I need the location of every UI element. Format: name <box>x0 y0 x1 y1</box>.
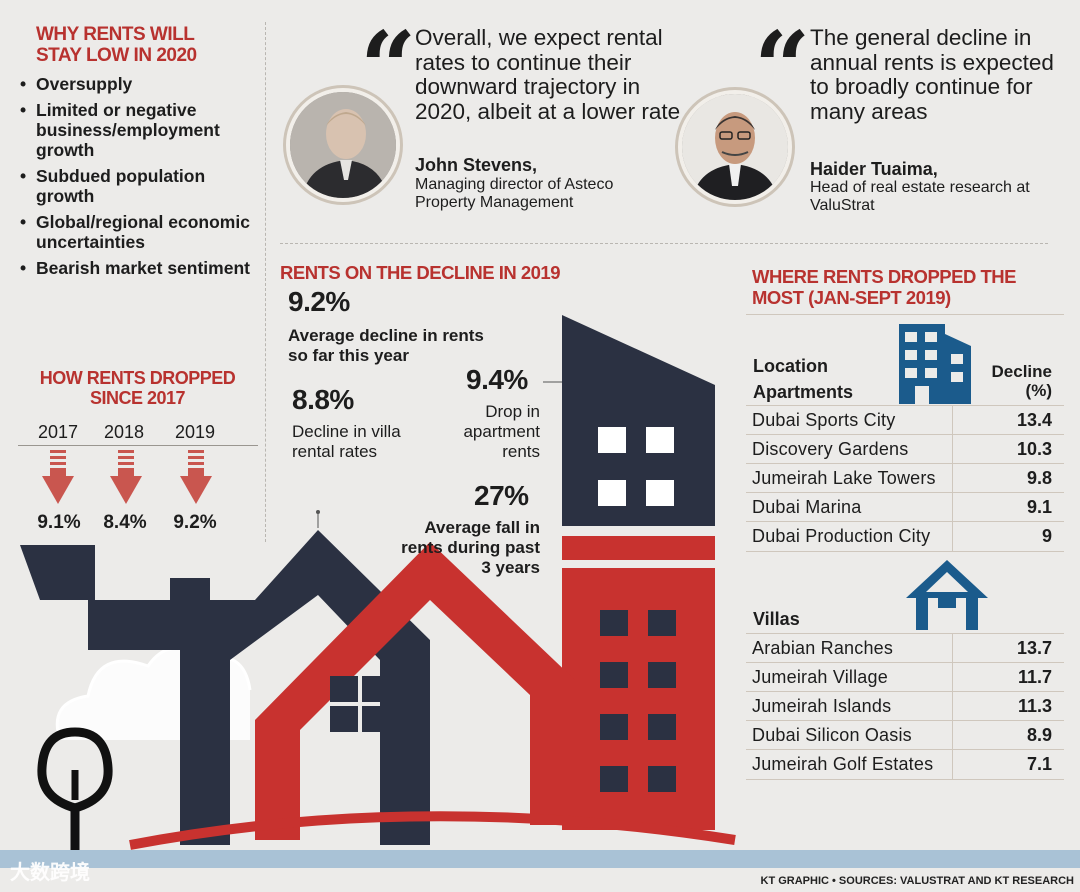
col-location-header: Location <box>753 356 828 376</box>
history-value: 9.1% <box>37 512 81 533</box>
reason-item: Bearish market sentiment <box>18 258 268 278</box>
down-arrow-icon <box>42 450 74 504</box>
row-location: Jumeirah Village <box>752 667 888 687</box>
history-year: 2019 <box>174 422 216 442</box>
table-row: Dubai Marina 9.1 <box>746 492 1064 522</box>
table-row: Discovery Gardens 10.3 <box>746 434 1064 464</box>
footer-band <box>0 850 1080 868</box>
table-row: Dubai Silicon Oasis 8.9 <box>746 720 1064 750</box>
stat-label: Average decline in rents so far this yea… <box>288 326 484 365</box>
row-decline: 13.4 <box>1016 410 1052 430</box>
row-location: Arabian Ranches <box>752 638 894 658</box>
haider-tuaima-portrait <box>678 90 792 204</box>
row-location: Dubai Silicon Oasis <box>752 725 912 745</box>
history-year: 2017 <box>37 422 79 442</box>
col-decline-header: Decline (%) <box>991 362 1052 400</box>
stat-value: 8.8% <box>292 384 354 415</box>
quote-mark-icon: “ <box>754 11 811 126</box>
why-rents-title: WHY RENTS WILL STAY LOW IN 2020 <box>36 24 197 66</box>
apartment-building-icon <box>899 324 971 404</box>
table-row: Jumeirah Lake Towers 9.8 <box>746 463 1064 493</box>
quote-text-stevens: Overall, we expect rental rates to conti… <box>415 25 681 124</box>
quote-role-stevens: Managing director of Asteco Property Man… <box>415 176 614 211</box>
table-row: Dubai Production City 9 <box>746 521 1064 552</box>
history-value: 9.2% <box>173 512 217 533</box>
apartments-label: Apartments <box>753 382 854 402</box>
houses-illustration <box>20 315 736 860</box>
history-value: 8.4% <box>103 512 147 533</box>
stat-label: Decline in villa rental rates <box>292 422 401 461</box>
down-arrow-icons <box>42 450 212 504</box>
table-row: Jumeirah Golf Estates 7.1 <box>746 749 1064 780</box>
stat-label: Drop in apartment rents <box>463 402 540 461</box>
navy-house <box>20 530 430 845</box>
row-location: Jumeirah Islands <box>752 696 892 716</box>
horizontal-divider <box>280 243 1048 244</box>
row-location: Dubai Production City <box>752 526 931 546</box>
quote-name-tuaima: Haider Tuaima, <box>810 159 938 179</box>
vertical-divider <box>265 22 266 542</box>
row-location: Jumeirah Lake Towers <box>752 468 936 488</box>
stat-value: 9.4% <box>466 364 528 395</box>
red-building <box>562 568 715 830</box>
stat-value: 9.2% <box>288 286 350 317</box>
john-stevens-portrait <box>286 88 400 202</box>
ground-curve <box>129 811 736 850</box>
quote-role-tuaima: Head of real estate research at ValuStra… <box>810 179 1030 214</box>
stat-label: Average fall in rents during past 3 year… <box>401 518 540 577</box>
table-row: Jumeirah Islands 11.3 <box>746 691 1064 721</box>
row-decline: 10.3 <box>1016 439 1052 459</box>
stat-value: 27% <box>474 480 529 511</box>
row-location: Dubai Sports City <box>752 410 896 430</box>
reason-item: Oversupply <box>18 74 268 94</box>
row-decline: 9.8 <box>1026 468 1052 488</box>
down-arrow-icon <box>110 450 142 504</box>
row-location: Dubai Marina <box>752 497 862 517</box>
quote-mark-icon: “ <box>360 11 417 126</box>
history-title: HOW RENTS DROPPED SINCE 2017 <box>39 368 236 408</box>
watermark: 大数跨境 <box>10 862 90 884</box>
house-window <box>330 676 390 732</box>
reason-item: Subdued population growth <box>18 166 268 206</box>
quote-text-tuaima: The general decline in annual rents is e… <box>810 25 1054 124</box>
row-decline: 13.7 <box>1016 638 1052 658</box>
red-house <box>255 542 575 840</box>
table-title: WHERE RENTS DROPPED THE MOST (JAN-SEPT 2… <box>752 266 1016 308</box>
row-decline: 11.3 <box>1017 696 1052 716</box>
row-decline: 8.9 <box>1026 725 1052 745</box>
decline-title: RENTS ON THE DECLINE IN 2019 <box>280 262 561 283</box>
table-row: Jumeirah Village 11.7 <box>746 662 1064 692</box>
row-location: Jumeirah Golf Estates <box>752 754 934 774</box>
row-decline: 11.7 <box>1017 667 1052 687</box>
villa-house-icon <box>906 560 988 630</box>
table-top-rule <box>746 314 1064 315</box>
history-year: 2018 <box>103 422 145 442</box>
table-row: Dubai Sports City 13.4 <box>746 405 1064 435</box>
reason-item: Limited or negative business/employment … <box>18 100 268 160</box>
down-arrow-icon <box>180 450 212 504</box>
source-credit: KT GRAPHIC • SOURCES: VALUSTRAT AND KT R… <box>760 875 1074 887</box>
reason-item: Global/regional economic uncertainties <box>18 212 268 252</box>
tree-icon <box>37 727 113 860</box>
row-decline: 9 <box>1041 526 1052 546</box>
villas-label: Villas <box>753 609 800 629</box>
row-decline: 9.1 <box>1026 497 1052 517</box>
quote-name-stevens: John Stevens, <box>415 155 538 175</box>
row-location: Discovery Gardens <box>752 439 909 459</box>
reasons-list: Oversupply Limited or negative business/… <box>18 74 268 284</box>
history-divider <box>18 445 258 446</box>
table-row: Arabian Ranches 13.7 <box>746 633 1064 663</box>
apartment-tower <box>562 315 715 526</box>
row-decline: 7.1 <box>1026 754 1052 774</box>
